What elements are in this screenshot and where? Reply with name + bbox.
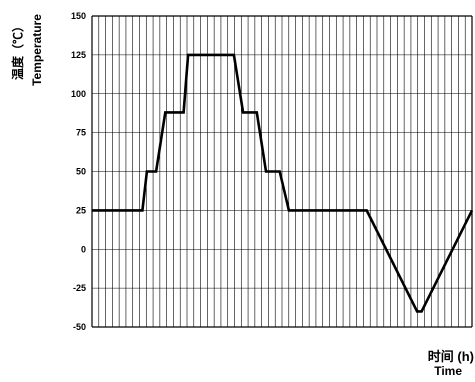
temperature-profile-line (92, 53, 474, 313)
grid (91, 15, 473, 328)
y-tick-label: 100 (71, 89, 86, 99)
y-tick-labels: 150 125 100 75 50 25 0 -25 -50 (71, 11, 86, 332)
y-tick-label: -50 (73, 322, 86, 332)
series (92, 53, 474, 313)
y-tick-label: 50 (76, 167, 86, 177)
y-tick-label: 25 (76, 205, 86, 215)
y-tick-label: 75 (76, 128, 86, 138)
x-axis-title-en: Time (434, 364, 462, 378)
y-axis-title-en: Temperature (30, 14, 44, 86)
y-tick-label: 125 (71, 50, 86, 60)
x-axis-title-cn: 时间 (h) (428, 349, 474, 364)
y-tick-label: 150 (71, 11, 86, 21)
y-tick-label: 0 (81, 244, 86, 254)
y-tick-label: -25 (73, 283, 86, 293)
y-axis-title-cn: 温度（℃） (10, 20, 25, 80)
